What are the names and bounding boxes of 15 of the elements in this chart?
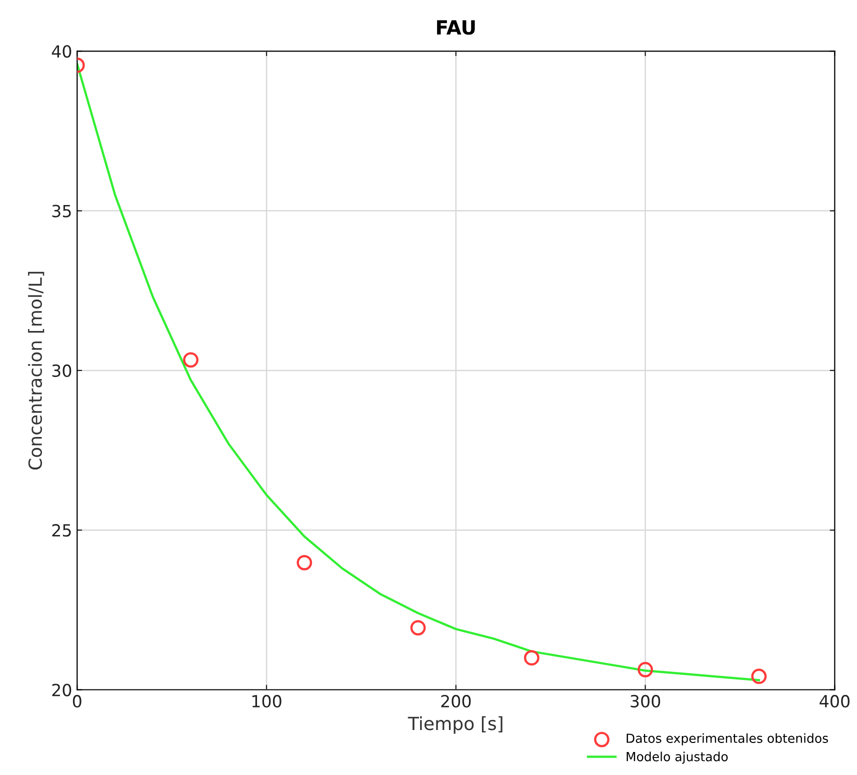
y-tick-label: 40 [52, 45, 72, 58]
x-tick-label: 0 [72, 694, 82, 708]
legend-label: Modelo ajustado [626, 752, 728, 764]
y-tick-label: 35 [52, 204, 71, 218]
y-axis-title: Concentracion [mol/L] [28, 272, 44, 470]
x-tick-label: 100 [252, 694, 282, 708]
x-tick-label: 300 [630, 694, 660, 708]
y-tick-label: 30 [52, 364, 72, 378]
x-tick-label: 400 [820, 694, 850, 708]
chart-title: FAU [437, 20, 475, 35]
x-tick-label: 200 [441, 694, 471, 708]
y-tick-label: 25 [52, 524, 71, 537]
x-axis-title: Tiempo [s] [408, 716, 502, 734]
y-tick-label: 20 [52, 684, 72, 696]
legend-label: Datos experimentales obtenidos [626, 733, 828, 746]
